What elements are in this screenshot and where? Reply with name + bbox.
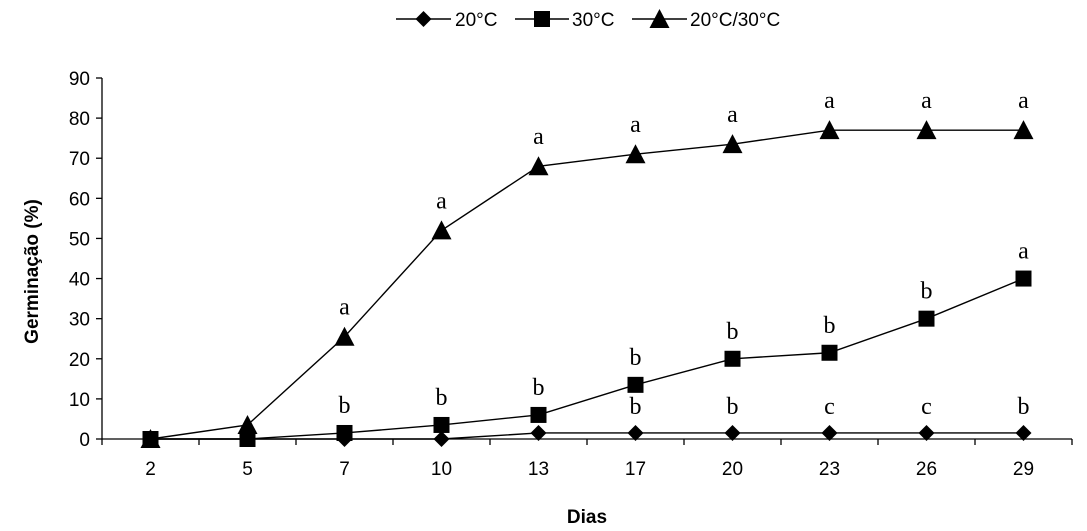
x-tick-label: 23 (819, 459, 840, 480)
x-tick-label: 2 (145, 459, 156, 480)
data-point-diamond (724, 424, 741, 441)
y-tick-label: 0 (79, 430, 90, 451)
x-tick-label: 26 (916, 459, 937, 480)
y-axis-title: Germinação (%) (22, 199, 43, 344)
data-label: a (630, 112, 641, 138)
data-point-triangle (528, 156, 549, 176)
data-point-triangle (431, 220, 452, 240)
legend-label: 20°C (455, 10, 497, 31)
x-tick-label: 13 (528, 459, 549, 480)
series-lines (150, 129, 1024, 440)
data-label: b (727, 394, 739, 420)
y-tick-label: 30 (69, 310, 90, 331)
data-point-diamond (433, 431, 450, 447)
data-label: a (1018, 88, 1029, 114)
data-label: b (1018, 394, 1030, 420)
series-line-2 (150, 277, 1024, 440)
legend-label: 30°C (572, 10, 614, 31)
legend-marker-triangle (649, 9, 670, 28)
data-label: b (630, 345, 642, 371)
y-tick-label: 80 (69, 109, 90, 130)
y-tick-label: 50 (69, 229, 90, 250)
data-point-diamond (1015, 424, 1032, 441)
data-point-square (627, 376, 644, 393)
legend-marker-square (534, 11, 550, 27)
data-label: b (727, 319, 739, 345)
data-label: c (824, 394, 835, 420)
data-point-square (336, 424, 353, 441)
data-label: a (533, 124, 544, 150)
data-point-diamond (627, 424, 644, 441)
data-label: a (727, 102, 738, 128)
data-label: b (533, 375, 545, 401)
data-label: b (921, 279, 933, 305)
data-point-triangle (1013, 120, 1034, 140)
data-point-triangle (916, 120, 937, 140)
series-line-3 (150, 129, 1024, 440)
data-label: a (824, 88, 835, 114)
data-label: b (339, 393, 351, 419)
x-axis-title: Dias (567, 507, 607, 528)
data-label: b (436, 385, 448, 411)
data-point-square (821, 344, 838, 361)
legend-label: 20°C/30°C (690, 10, 780, 31)
y-tick-label: 40 (69, 270, 90, 291)
data-label: a (921, 88, 932, 114)
data-point-square (724, 350, 741, 367)
data-point-triangle (625, 144, 646, 164)
data-point-triangle (819, 120, 840, 140)
y-tick-label: 60 (69, 189, 90, 210)
data-point-triangle (140, 429, 161, 448)
data-point-square (530, 406, 547, 423)
data-point-square (433, 416, 450, 433)
legend: 20°C 30°C 20°C/30°C (396, 9, 780, 31)
data-point-square (1015, 270, 1032, 287)
series-markers (140, 120, 1034, 448)
x-tick-label: 5 (242, 459, 253, 480)
x-tick-label: 10 (431, 459, 452, 480)
data-label: a (339, 295, 350, 321)
data-label: a (1018, 239, 1029, 265)
data-label: b (824, 313, 836, 339)
data-point-square (918, 310, 935, 327)
y-tick-label: 90 (69, 69, 90, 90)
data-point-diamond (821, 424, 838, 441)
data-point-square (239, 431, 256, 447)
data-point-diamond (530, 424, 547, 441)
data-point-diamond (918, 424, 935, 441)
x-tick-label: 29 (1013, 459, 1034, 480)
y-tick-label: 10 (69, 390, 90, 411)
data-point-triangle (334, 326, 355, 346)
data-label: c (921, 394, 932, 420)
data-label: a (436, 188, 447, 214)
x-tick-label: 7 (339, 459, 350, 480)
y-tick-label: 20 (69, 350, 90, 371)
series-line-1 (150, 432, 1024, 440)
x-tick-label: 17 (625, 459, 646, 480)
data-label: b (630, 394, 642, 420)
y-tick-label: 70 (69, 149, 90, 170)
data-point-triangle (722, 134, 743, 154)
x-tick-label: 20 (722, 459, 743, 480)
legend-marker-diamond (415, 11, 432, 27)
data-point-triangle (237, 414, 258, 434)
